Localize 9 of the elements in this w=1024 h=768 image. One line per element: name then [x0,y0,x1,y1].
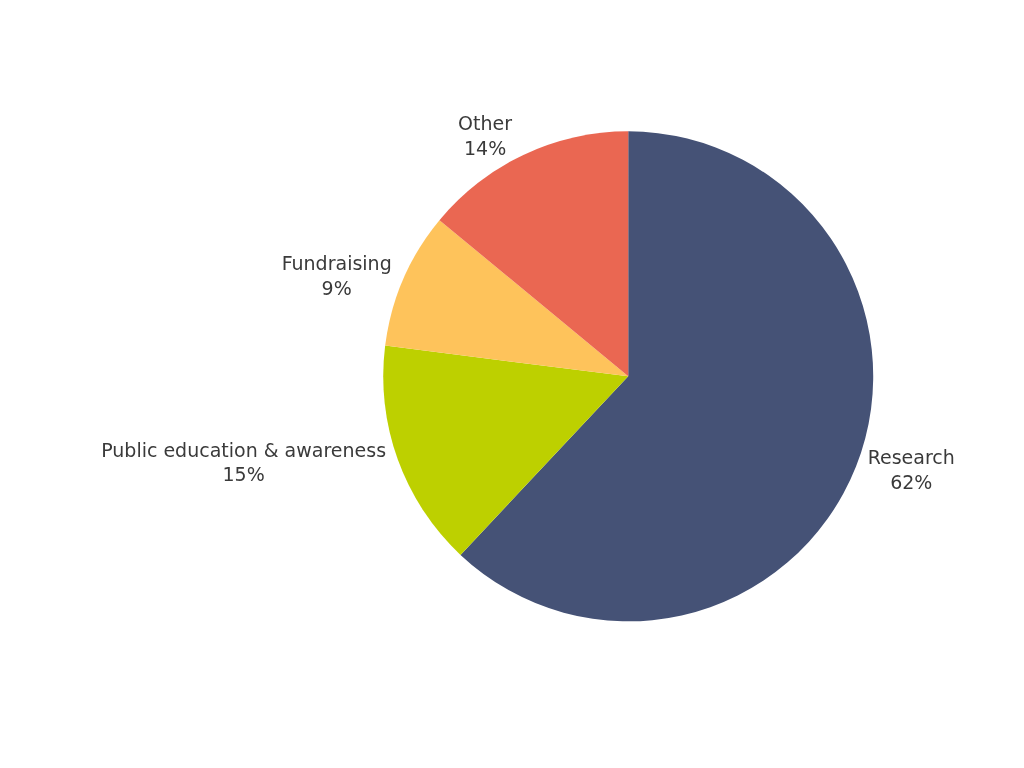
slice-label: Fundraising [281,251,392,274]
data-label: 14% [463,136,507,159]
slice-label: Public education & awareness [101,438,387,461]
slice-label: Research [867,446,955,469]
pie-slice [439,131,629,377]
slice-label: Other [458,112,513,135]
data-label: 62% [890,471,933,494]
data-label: 15% [222,463,265,486]
data-label: 9% [321,276,352,299]
